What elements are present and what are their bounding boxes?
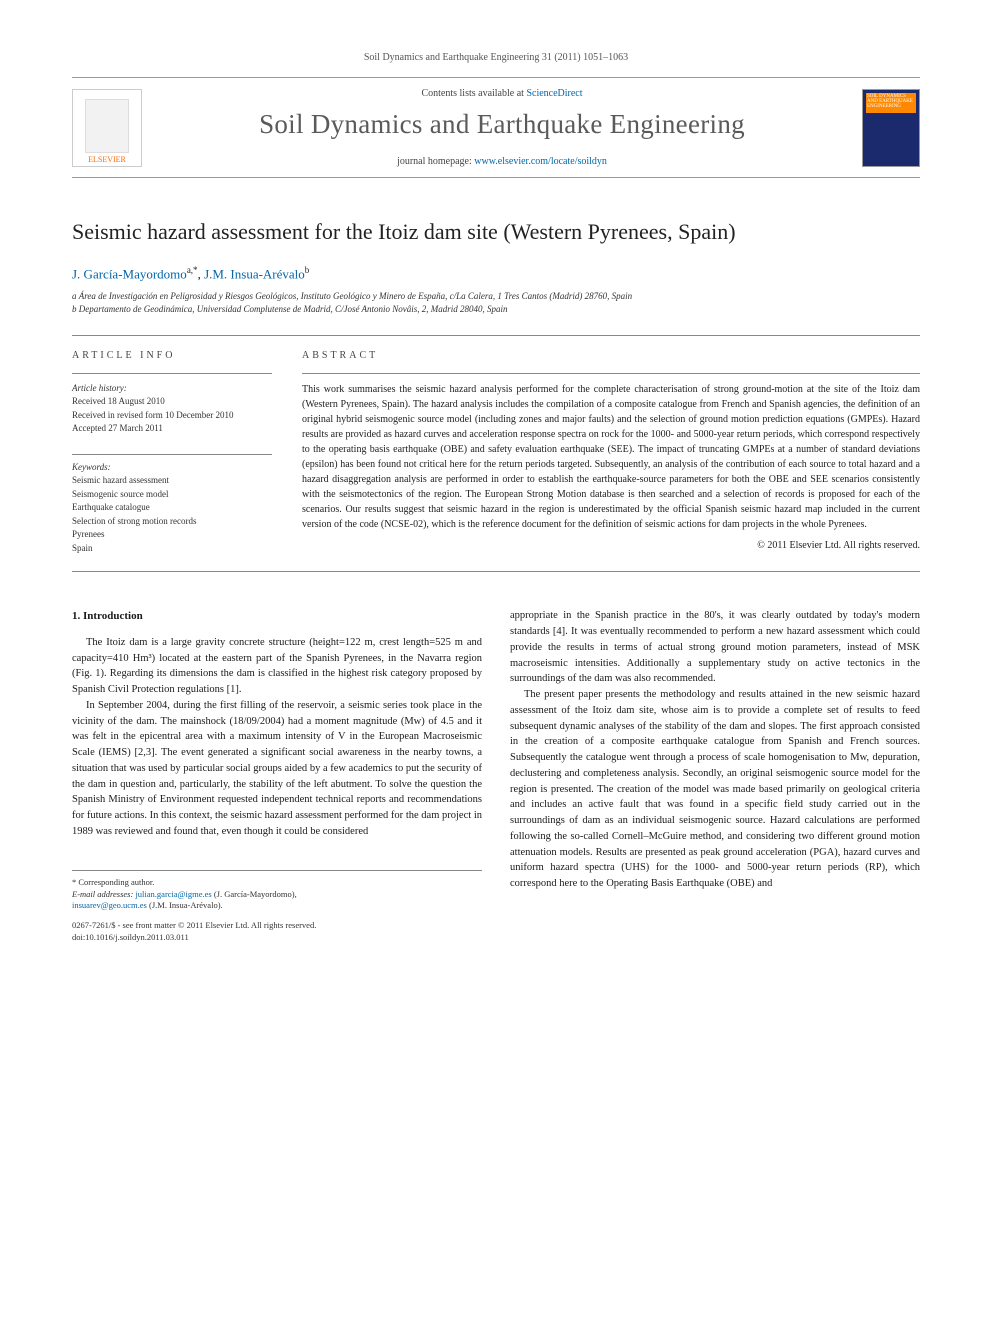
article-title: Seismic hazard assessment for the Itoiz … xyxy=(72,218,920,247)
emails: E-mail addresses: julian.garcia@igme.es … xyxy=(72,889,472,913)
sciencedirect-link[interactable]: ScienceDirect xyxy=(526,88,582,99)
journal-cover-thumb: SOIL DYNAMICS AND EARTHQUAKE ENGINEERING xyxy=(862,89,920,167)
column-left: 1. Introduction The Itoiz dam is a large… xyxy=(72,608,482,944)
email-link-2[interactable]: insuarev@geo.ucm.es xyxy=(72,900,147,910)
contents-prefix: Contents lists available at xyxy=(421,88,526,99)
corresponding-author: * Corresponding author. E-mail addresses… xyxy=(72,877,472,913)
email-1-who: (J. García-Mayordomo), xyxy=(212,889,297,899)
history-received: Received 18 August 2010 xyxy=(72,395,272,409)
issn-line: 0267-7261/$ - see front matter © 2011 El… xyxy=(72,920,472,932)
body-para: The Itoiz dam is a large gravity concret… xyxy=(72,635,482,698)
divider xyxy=(302,373,920,374)
homepage-prefix: journal homepage: xyxy=(397,156,474,167)
history-head: Article history: xyxy=(72,382,272,396)
homepage-link[interactable]: www.elsevier.com/locate/soildyn xyxy=(474,156,607,167)
publisher-logo: ELSEVIER xyxy=(72,89,142,167)
affiliation-a: a Área de Investigación en Peligrosidad … xyxy=(72,290,920,304)
masthead-center: Contents lists available at ScienceDirec… xyxy=(142,88,862,167)
abstract: abstract This work summarises the seismi… xyxy=(302,348,920,556)
affiliation-b: b Departamento de Geodinámica, Universid… xyxy=(72,303,920,317)
author-link-1[interactable]: J. García-Mayordomo xyxy=(72,266,187,281)
keyword: Pyrenees xyxy=(72,528,272,542)
author-link-2[interactable]: J.M. Insua-Arévalo xyxy=(204,266,305,281)
keyword: Spain xyxy=(72,542,272,556)
body-columns: 1. Introduction The Itoiz dam is a large… xyxy=(72,608,920,944)
divider xyxy=(72,373,272,374)
section-heading: 1. Introduction xyxy=(72,608,482,625)
page: Soil Dynamics and Earthquake Engineering… xyxy=(0,0,992,984)
abstract-text: This work summarises the seismic hazard … xyxy=(302,382,920,532)
keywords-block: Keywords: Seismic hazard assessment Seis… xyxy=(72,454,272,556)
column-right: appropriate in the Spanish practice in t… xyxy=(510,608,920,944)
copyright: © 2011 Elsevier Ltd. All rights reserved… xyxy=(302,538,920,553)
tree-icon xyxy=(85,99,129,153)
running-head: Soil Dynamics and Earthquake Engineering… xyxy=(72,52,920,63)
email-2-who: (J.M. Insua-Arévalo). xyxy=(147,900,223,910)
doi-line: doi:10.1016/j.soildyn.2011.03.011 xyxy=(72,932,472,944)
publisher-name: ELSEVIER xyxy=(88,155,126,164)
body-para: In September 2004, during the first fill… xyxy=(72,698,482,840)
contents-line: Contents lists available at ScienceDirec… xyxy=(142,88,862,99)
corr-label: * Corresponding author. xyxy=(72,877,472,889)
abstract-heading: abstract xyxy=(302,348,920,363)
journal-name: Soil Dynamics and Earthquake Engineering xyxy=(142,109,862,140)
authors: J. García-Mayordomoa,*, J.M. Insua-Aréva… xyxy=(72,265,920,282)
keywords-head: Keywords: xyxy=(72,461,272,475)
body-para: appropriate in the Spanish practice in t… xyxy=(510,608,920,687)
footnotes: * Corresponding author. E-mail addresses… xyxy=(72,870,482,944)
history-accepted: Accepted 27 March 2011 xyxy=(72,422,272,436)
author-2-sup: b xyxy=(305,265,310,275)
homepage-line: journal homepage: www.elsevier.com/locat… xyxy=(142,156,862,167)
history-revised: Received in revised form 10 December 201… xyxy=(72,409,272,423)
keyword: Earthquake catalogue xyxy=(72,501,272,515)
info-row: article info Article history: Received 1… xyxy=(72,336,920,573)
cover-title: SOIL DYNAMICS AND EARTHQUAKE ENGINEERING xyxy=(866,93,916,113)
divider xyxy=(72,454,272,455)
emails-label: E-mail addresses: xyxy=(72,889,135,899)
article-info-heading: article info xyxy=(72,348,272,363)
article-info: article info Article history: Received 1… xyxy=(72,348,272,556)
keyword: Selection of strong motion records xyxy=(72,515,272,529)
author-1-sup: a,* xyxy=(187,265,198,275)
keyword: Seismogenic source model xyxy=(72,488,272,502)
body-para: The present paper presents the methodolo… xyxy=(510,687,920,892)
masthead: ELSEVIER Contents lists available at Sci… xyxy=(72,77,920,178)
email-link-1[interactable]: julian.garcia@igme.es xyxy=(135,889,211,899)
keyword: Seismic hazard assessment xyxy=(72,474,272,488)
affiliations: a Área de Investigación en Peligrosidad … xyxy=(72,290,920,317)
